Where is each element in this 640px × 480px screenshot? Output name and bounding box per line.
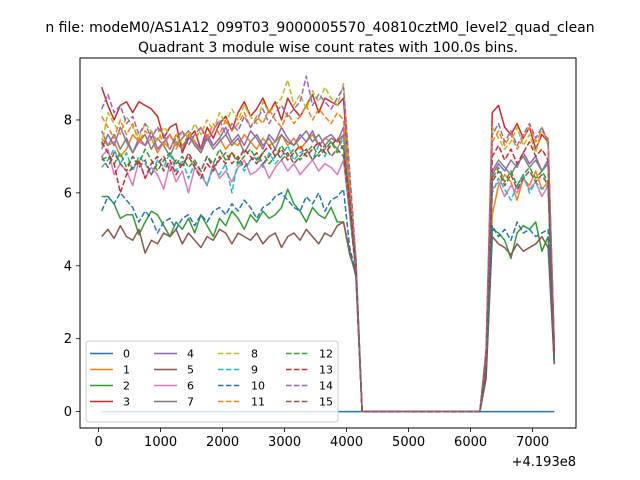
plot-frame: [79, 57, 577, 429]
legend-label-9: 9: [251, 364, 258, 377]
legend-label-7: 7: [187, 396, 194, 409]
legend-label-6: 6: [187, 380, 194, 393]
x-tick-label: 3000: [268, 435, 301, 450]
x-tick-label: 7000: [516, 435, 549, 450]
x-axis: 0 1000 2000 3000 4000 5000 6000 7000: [94, 428, 549, 450]
legend-box: [85, 340, 339, 423]
x-tick-label: 4000: [330, 435, 363, 450]
chart-title: Quadrant 3 module wise count rates with …: [138, 40, 518, 56]
y-tick-label: 8: [64, 113, 72, 128]
y-tick-label: 6: [64, 186, 72, 201]
x-offset-label: +4.193e8: [512, 455, 576, 470]
series-line-10: [101, 188, 556, 413]
x-tick-label: 1000: [144, 435, 177, 450]
y-tick-label: 2: [64, 332, 72, 347]
x-tick-label: 2000: [206, 435, 239, 450]
legend-label-8: 8: [251, 348, 258, 361]
series-line-15: [101, 144, 556, 413]
legend-label-4: 4: [187, 348, 194, 361]
y-tick-label: 0: [64, 405, 72, 420]
legend-label-13: 13: [319, 364, 333, 377]
x-tick-label: 6000: [454, 435, 487, 450]
legend-label-1: 1: [123, 364, 130, 377]
legend-label-10: 10: [251, 380, 265, 393]
legend-label-12: 12: [319, 348, 333, 361]
y-axis: 0 2 4 6 8: [64, 113, 80, 420]
legend-label-11: 11: [251, 396, 265, 409]
legend-label-14: 14: [319, 380, 333, 393]
legend-label-3: 3: [123, 396, 130, 409]
series-line-8: [100, 79, 556, 413]
legend-label-15: 15: [319, 396, 333, 409]
figure-suptitle: n file: modeM0/AS1A12_099T03_9000005570_…: [45, 20, 594, 36]
x-tick-label: 0: [94, 435, 102, 450]
legend-label-2: 2: [123, 380, 130, 393]
legend-label-5: 5: [187, 364, 194, 377]
series-lines: [100, 75, 556, 413]
x-tick-label: 5000: [392, 435, 425, 450]
y-tick-label: 4: [64, 259, 72, 274]
legend-label-0: 0: [123, 348, 130, 361]
